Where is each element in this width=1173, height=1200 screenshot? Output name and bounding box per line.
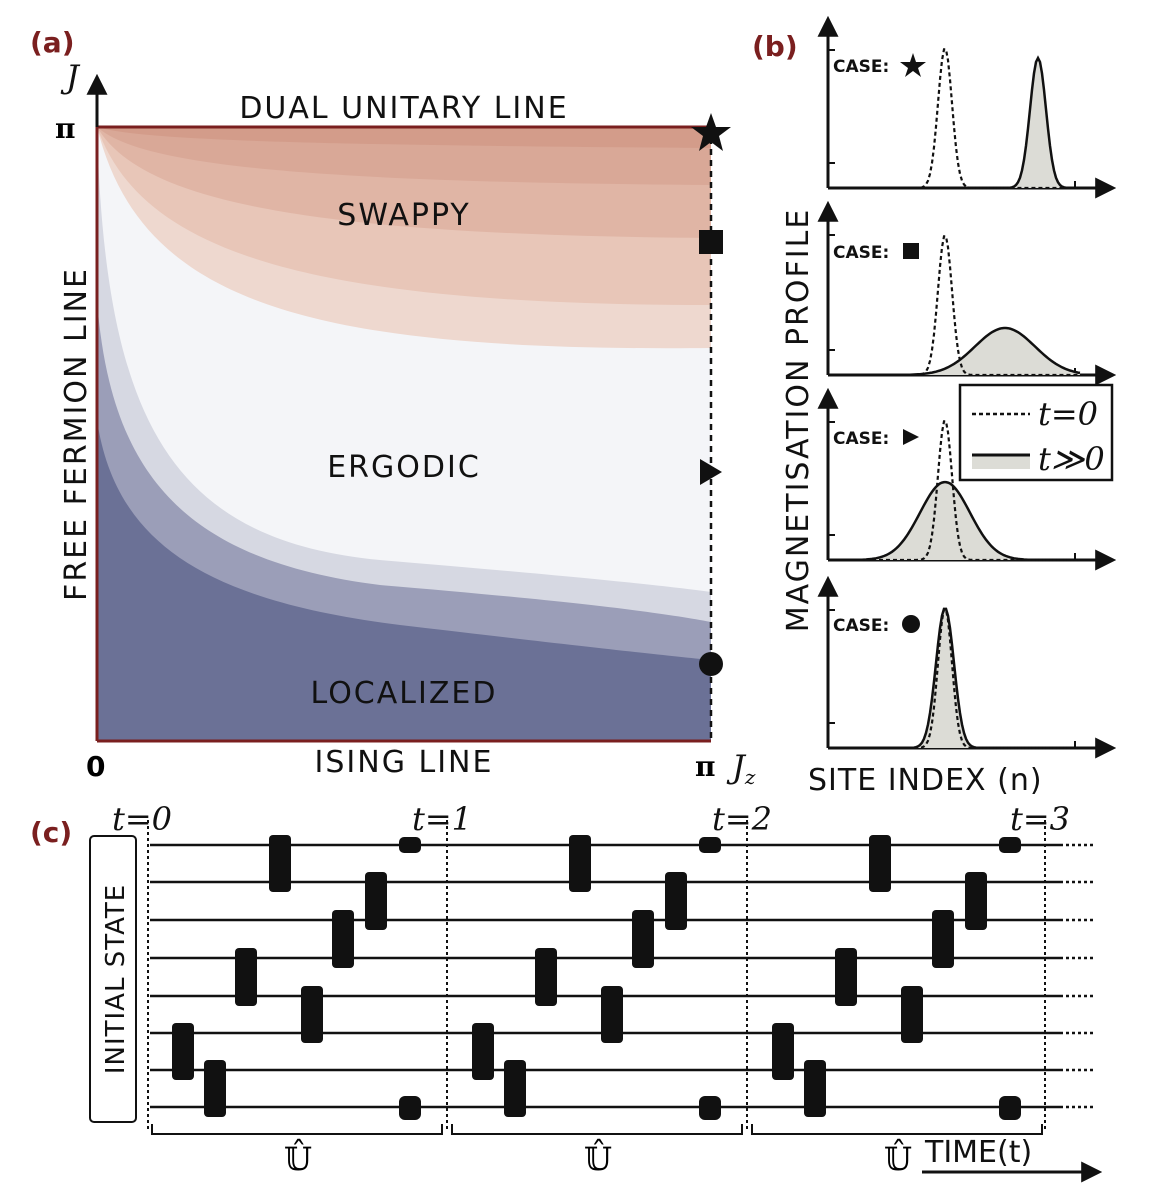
gate bbox=[204, 1060, 226, 1117]
region-label: ERGODIC bbox=[327, 450, 481, 485]
legend-label: t=0 bbox=[1038, 395, 1098, 433]
profile-dashed bbox=[830, 48, 1080, 190]
x-axis-label: J bbox=[726, 748, 747, 786]
initial-state-label: INITIAL STATE bbox=[101, 884, 131, 1074]
gate bbox=[365, 872, 387, 930]
time-label: t=1 bbox=[412, 800, 472, 838]
gate bbox=[601, 986, 623, 1043]
x-tick-label: π bbox=[695, 750, 716, 783]
swappy-band bbox=[97, 127, 711, 148]
single-gate bbox=[699, 837, 721, 853]
case-label: CASE: bbox=[833, 243, 889, 263]
square-marker bbox=[903, 243, 919, 259]
period-brace bbox=[451, 1124, 743, 1135]
period-label: 𝕌̂ bbox=[284, 1138, 312, 1178]
panel-label: (a) bbox=[30, 26, 75, 59]
single-gate bbox=[399, 837, 421, 853]
square-marker bbox=[699, 230, 723, 254]
gate bbox=[632, 910, 654, 968]
origin-label: 0 bbox=[86, 750, 105, 783]
y-axis-label: MAGNETISATION PROFILE bbox=[781, 208, 816, 633]
single-gate bbox=[699, 1096, 721, 1120]
gate bbox=[235, 948, 257, 1006]
star-marker bbox=[900, 53, 926, 77]
case-label: CASE: bbox=[833, 429, 889, 449]
profile-solid bbox=[830, 480, 1080, 562]
legend-label: t≫0 bbox=[1038, 440, 1105, 478]
region-label: SWAPPY bbox=[337, 198, 470, 233]
gate bbox=[665, 872, 687, 930]
gate bbox=[172, 1023, 194, 1080]
gate bbox=[901, 986, 923, 1043]
legend-fill bbox=[972, 455, 1030, 469]
panel-label: (b) bbox=[752, 30, 798, 63]
period-brace bbox=[151, 1124, 443, 1135]
region-label: LOCALIZED bbox=[311, 676, 498, 711]
single-gate bbox=[399, 1096, 421, 1120]
gate bbox=[269, 835, 291, 892]
period-brace bbox=[751, 1124, 1043, 1135]
gate bbox=[301, 986, 323, 1043]
gate bbox=[965, 872, 987, 930]
gate bbox=[932, 910, 954, 968]
time-label: t=3 bbox=[1010, 800, 1070, 838]
profile-solid bbox=[830, 607, 1080, 750]
subplots bbox=[817, 15, 1117, 759]
initial-state-box bbox=[89, 835, 137, 1123]
time-label: t=0 bbox=[112, 800, 172, 838]
panel-a: (a) J π 0 π Jz DUAL UNITARY LINE ISING L… bbox=[30, 26, 756, 789]
period-label: 𝕌̂ bbox=[584, 1138, 612, 1178]
panel-label: (c) bbox=[30, 816, 72, 849]
gate bbox=[869, 835, 891, 892]
y-axis-label: J bbox=[60, 58, 81, 96]
circuit bbox=[147, 820, 1096, 1135]
star-marker bbox=[691, 113, 731, 151]
single-gate bbox=[999, 1096, 1021, 1120]
profile-fill bbox=[830, 328, 1080, 375]
gate bbox=[504, 1060, 526, 1117]
time-label: t=2 bbox=[712, 800, 772, 838]
panel-c: (c) INITIAL STATE t=0 t=1 t=2 t=3 𝕌̂ 𝕌̂ … bbox=[30, 800, 1103, 1183]
gate bbox=[569, 835, 591, 892]
case-label: CASE: bbox=[833, 616, 889, 636]
gate bbox=[472, 1023, 494, 1080]
profile-fill bbox=[830, 482, 1080, 560]
time-axis-label: TIME(t) bbox=[924, 1135, 1032, 1170]
profile-dashed bbox=[830, 235, 1080, 377]
period-label: 𝕌̂ bbox=[884, 1138, 912, 1178]
profile-dashed bbox=[830, 608, 1080, 750]
single-gate bbox=[999, 837, 1021, 853]
gate bbox=[835, 948, 857, 1006]
x-axis-subscript: z bbox=[744, 765, 756, 789]
triangle-marker bbox=[700, 459, 722, 485]
gate bbox=[535, 948, 557, 1006]
profile-solid bbox=[830, 326, 1081, 377]
x-axis-label: SITE INDEX (n) bbox=[808, 763, 1043, 798]
gate bbox=[332, 910, 354, 968]
gate bbox=[804, 1060, 826, 1117]
triangle-marker bbox=[903, 429, 919, 445]
circle-marker bbox=[699, 652, 723, 676]
bottom-line-label: ISING LINE bbox=[315, 745, 494, 780]
circle-marker bbox=[902, 615, 920, 633]
localized-band bbox=[97, 420, 711, 741]
panel-b: (b) MAGNETISATION PROFILE SITE INDEX (n)… bbox=[752, 15, 1117, 798]
case-label: CASE: bbox=[833, 57, 889, 77]
x-axis-label: Jz bbox=[726, 748, 756, 789]
y-tick-label: π bbox=[55, 112, 76, 145]
left-line-label: FREE FERMION LINE bbox=[59, 267, 94, 601]
profile-dashed bbox=[830, 420, 1080, 562]
profile-solid bbox=[830, 55, 1080, 190]
top-line-label: DUAL UNITARY LINE bbox=[239, 91, 568, 126]
gate bbox=[772, 1023, 794, 1080]
